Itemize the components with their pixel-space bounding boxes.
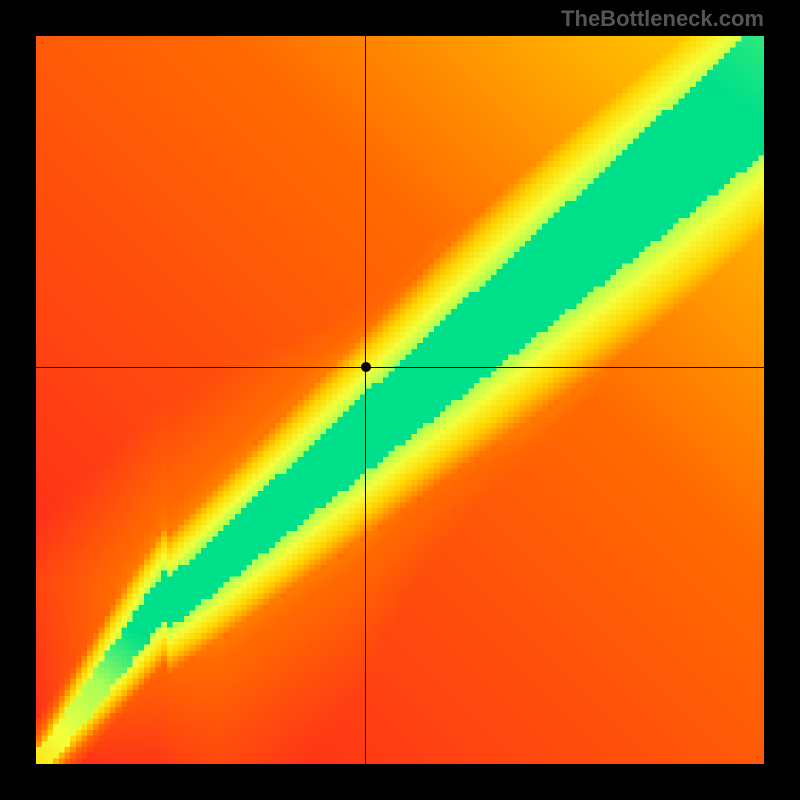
crosshair-horizontal — [36, 367, 764, 368]
chart-container: TheBottleneck.com — [0, 0, 800, 800]
crosshair-marker — [361, 362, 371, 372]
bottleneck-heatmap — [36, 36, 764, 764]
watermark-text: TheBottleneck.com — [561, 6, 764, 32]
crosshair-vertical — [365, 36, 366, 764]
